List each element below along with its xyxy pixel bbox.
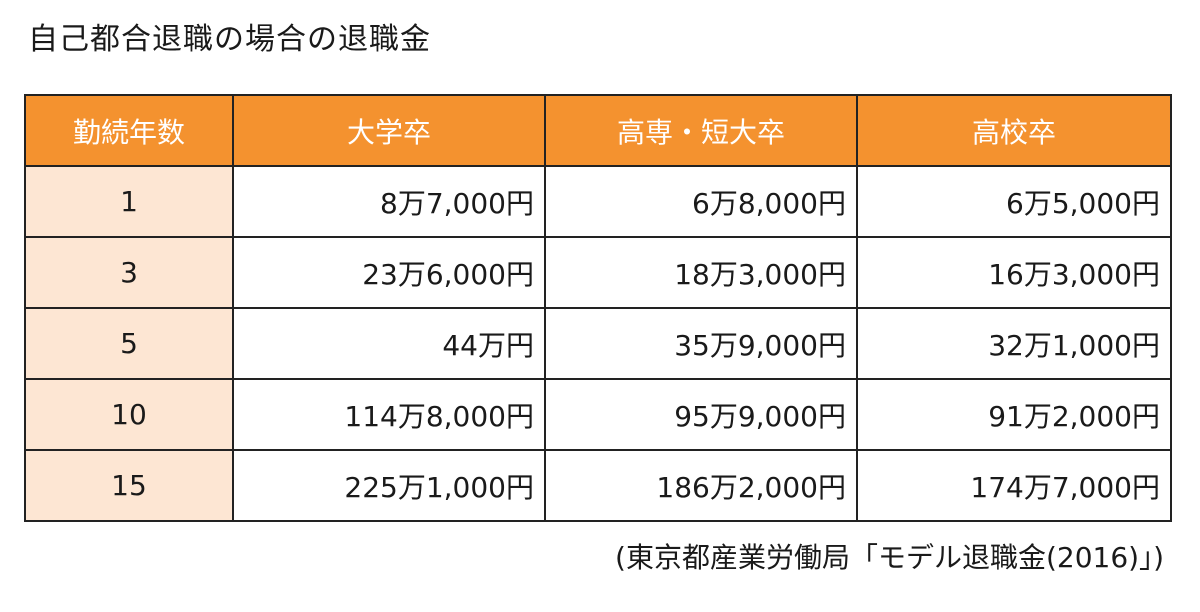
source-citation: (東京都産業労働局「モデル退職金(2016)」) xyxy=(615,541,1164,574)
years-cell: 5 xyxy=(24,307,234,380)
high-school-amount-cell: 91万2,000円 xyxy=(856,378,1172,451)
university-amount-cell: 114万8,000円 xyxy=(232,378,546,451)
university-amount-cell: 8万7,000円 xyxy=(232,165,546,238)
table-row: 5 44万円 35万9,000円 32万1,000円 xyxy=(24,307,1172,380)
years-cell: 10 xyxy=(24,378,234,451)
high-school-amount-cell: 174万7,000円 xyxy=(856,449,1172,522)
table-row: 15 225万1,000円 186万2,000円 174万7,000円 xyxy=(24,449,1172,522)
high-school-amount-cell: 6万5,000円 xyxy=(856,165,1172,238)
header-high-school-graduate: 高校卒 xyxy=(856,94,1172,167)
high-school-amount-cell: 16万3,000円 xyxy=(856,236,1172,309)
years-cell: 15 xyxy=(24,449,234,522)
table-row: 10 114万8,000円 95万9,000円 91万2,000円 xyxy=(24,378,1172,451)
technical-junior-amount-cell: 186万2,000円 xyxy=(544,449,858,522)
table-row: 3 23万6,000円 18万3,000円 16万3,000円 xyxy=(24,236,1172,309)
table-row: 1 8万7,000円 6万8,000円 6万5,000円 xyxy=(24,165,1172,238)
years-cell: 3 xyxy=(24,236,234,309)
technical-junior-amount-cell: 6万8,000円 xyxy=(544,165,858,238)
years-cell: 1 xyxy=(24,165,234,238)
university-amount-cell: 44万円 xyxy=(232,307,546,380)
university-amount-cell: 225万1,000円 xyxy=(232,449,546,522)
technical-junior-amount-cell: 35万9,000円 xyxy=(544,307,858,380)
technical-junior-amount-cell: 95万9,000円 xyxy=(544,378,858,451)
header-technical-junior-college-graduate: 高専・短大卒 xyxy=(544,94,858,167)
university-amount-cell: 23万6,000円 xyxy=(232,236,546,309)
page-title: 自己都合退職の場合の退職金 xyxy=(28,22,431,57)
technical-junior-amount-cell: 18万3,000円 xyxy=(544,236,858,309)
table-header-row: 勤続年数 大学卒 高専・短大卒 高校卒 xyxy=(24,94,1172,167)
retirement-pay-table: 勤続年数 大学卒 高専・短大卒 高校卒 1 8万7,000円 6万8,000円 … xyxy=(24,94,1172,522)
high-school-amount-cell: 32万1,000円 xyxy=(856,307,1172,380)
header-years-of-service: 勤続年数 xyxy=(24,94,234,167)
header-university-graduate: 大学卒 xyxy=(232,94,546,167)
